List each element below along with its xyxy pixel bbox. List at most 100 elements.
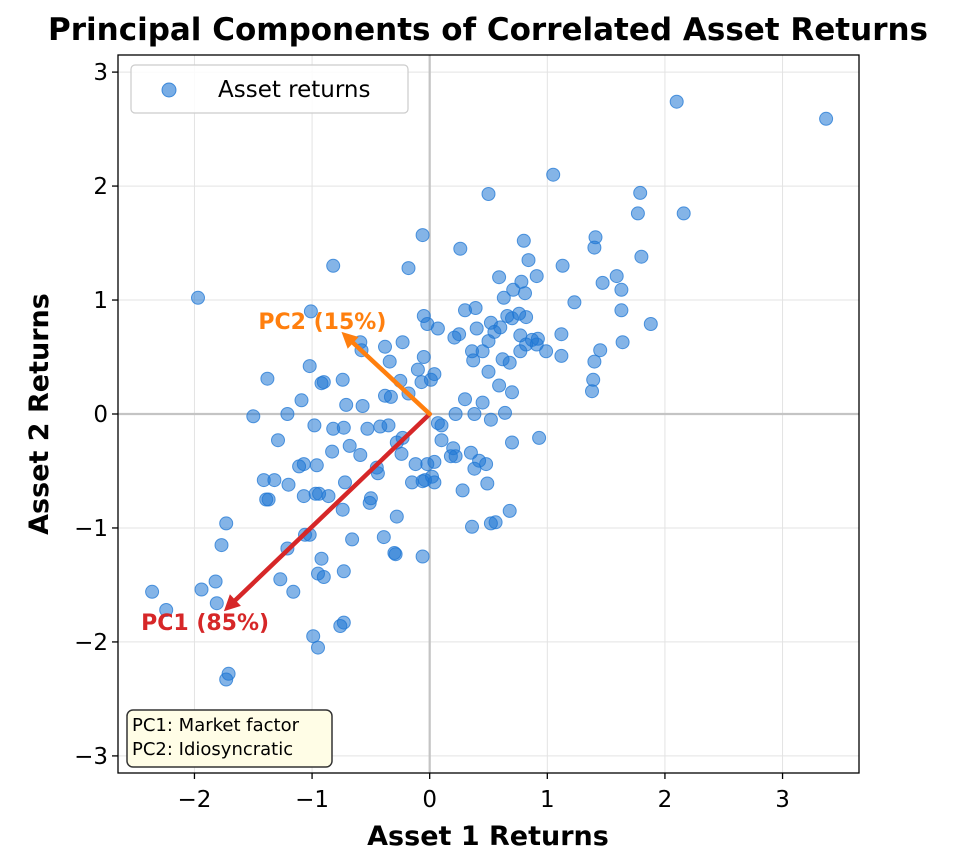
data-point <box>518 286 532 301</box>
data-point <box>335 502 350 517</box>
data-point <box>434 433 449 448</box>
data-point <box>281 477 296 492</box>
pc2-arrow-shaft <box>350 340 432 417</box>
data-point <box>339 397 354 412</box>
data-point <box>555 258 570 273</box>
data-point <box>303 304 318 319</box>
data-point <box>448 449 463 464</box>
data-point <box>480 476 495 491</box>
data-point <box>496 290 511 305</box>
x-axis-label: Asset 1 Returns <box>367 821 609 852</box>
data-point <box>492 378 507 393</box>
data-point <box>338 475 352 490</box>
data-point <box>427 454 442 469</box>
data-point <box>267 473 282 488</box>
y-axis-ticks: −3 −2 −1 0 1 2 3 <box>74 60 118 770</box>
pc1-arrow-shaft <box>233 411 432 603</box>
data-point <box>455 483 470 498</box>
pc2-label: PC2 (15%) <box>258 310 386 335</box>
data-point <box>481 187 496 201</box>
data-point <box>418 473 432 488</box>
data-point <box>325 444 340 459</box>
data-point <box>376 530 391 545</box>
data-point <box>488 515 503 530</box>
data-point <box>498 405 512 420</box>
data-point <box>585 384 599 399</box>
data-point <box>353 448 368 462</box>
data-point <box>345 532 360 547</box>
y-tick-label: 3 <box>93 60 108 86</box>
data-point <box>615 335 630 350</box>
data-point <box>587 240 602 255</box>
data-point <box>633 185 648 200</box>
note-box-background <box>126 709 333 768</box>
data-point <box>316 570 331 584</box>
data-point <box>378 339 392 354</box>
x-tick-label: 1 <box>540 787 555 813</box>
data-point <box>554 327 569 342</box>
data-point <box>430 321 445 336</box>
data-point <box>587 354 602 369</box>
data-point <box>483 412 498 427</box>
data-point <box>546 167 561 182</box>
x-axis-ticks: −2 −1 0 1 2 3 <box>177 773 790 813</box>
data-point <box>415 228 430 243</box>
data-point <box>458 392 472 407</box>
data-point <box>819 111 834 126</box>
y-tick-label: −3 <box>74 744 108 770</box>
data-point <box>505 385 519 400</box>
data-point <box>273 572 288 587</box>
y-tick-label: −2 <box>74 630 108 656</box>
pc2-arrow-head <box>341 331 359 349</box>
data-point <box>145 584 160 599</box>
data-point <box>614 303 629 318</box>
data-point <box>609 269 624 284</box>
data-point <box>676 206 691 221</box>
data-point <box>296 457 311 472</box>
data-point <box>416 350 431 364</box>
data-point <box>294 393 309 408</box>
data-point <box>336 564 351 579</box>
data-point <box>219 516 234 531</box>
y-axis-label: Asset 2 Returns <box>24 293 55 535</box>
x-tick-label: −2 <box>177 787 211 813</box>
data-point <box>314 551 329 566</box>
pc1-arrow-head <box>223 594 241 612</box>
data-point <box>539 344 554 359</box>
data-point <box>336 420 351 435</box>
x-tick-label: 3 <box>775 787 790 813</box>
data-point <box>410 362 425 377</box>
data-point <box>395 335 410 350</box>
legend-box <box>130 64 409 114</box>
data-point <box>342 438 357 453</box>
x-tick-label: −1 <box>295 787 329 813</box>
y-tick-label: 1 <box>93 288 108 314</box>
y-tick-label: −1 <box>74 516 108 542</box>
data-point <box>481 364 496 379</box>
data-point <box>479 457 494 472</box>
legend-marker <box>161 82 177 98</box>
data-point <box>286 584 301 599</box>
data-point <box>614 282 629 297</box>
data-point <box>314 376 329 391</box>
data-point <box>326 258 341 273</box>
y-tick-label: 2 <box>93 174 108 200</box>
data-point <box>513 328 528 343</box>
data-point <box>333 619 348 633</box>
data-point <box>408 457 423 472</box>
data-point <box>475 395 490 410</box>
data-point <box>260 371 275 386</box>
data-point <box>219 672 234 687</box>
data-point <box>382 354 397 369</box>
data-point <box>466 353 481 368</box>
data-point <box>246 409 261 424</box>
data-point <box>502 355 517 370</box>
data-point <box>208 574 223 589</box>
data-point <box>302 359 317 374</box>
data-point <box>401 261 416 276</box>
x-tick-label: 0 <box>422 787 437 813</box>
data-points <box>145 94 834 746</box>
y-tick-label: 0 <box>93 402 108 428</box>
data-point <box>634 249 649 264</box>
data-point <box>502 503 517 518</box>
